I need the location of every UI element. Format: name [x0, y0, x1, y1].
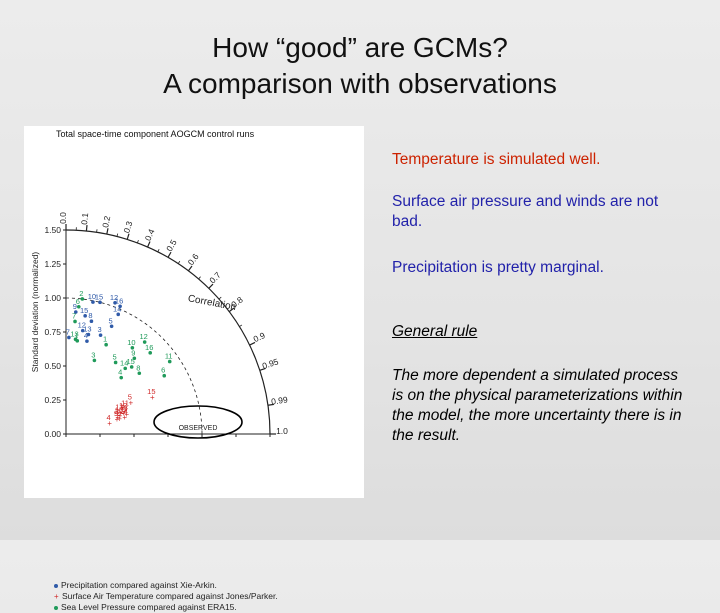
- data-label-slp: 9: [131, 348, 135, 357]
- data-label-slp: 1: [103, 335, 107, 344]
- note-pressure: Surface air pressure and winds are not b…: [392, 192, 672, 232]
- data-label-precip: 3: [97, 325, 101, 334]
- data-label-slp: 3: [91, 350, 95, 359]
- corr-tick-label: 0.5: [164, 238, 179, 253]
- data-label-slp: 6: [161, 366, 165, 375]
- y-tick-label: 1.50: [44, 225, 61, 235]
- corr-tick-label: 0.3: [121, 220, 134, 235]
- y-tick-label: 1.00: [44, 293, 61, 303]
- data-label-slp: 4: [118, 368, 122, 377]
- observed-label: OBSERVED: [179, 425, 218, 432]
- data-label-slp: 6: [76, 297, 80, 306]
- data-label-slp: 5: [113, 352, 117, 361]
- corr-tick-label: 0.99: [271, 394, 289, 406]
- corr-minor-tick: [199, 277, 201, 279]
- corr-minor-tick: [137, 240, 138, 243]
- data-label-precip: 4: [84, 331, 88, 340]
- data-label-temp: 4: [106, 413, 110, 422]
- legend-marker-slp: [54, 606, 58, 610]
- data-label-slp: 7: [72, 311, 76, 320]
- data-label-precip: 8: [88, 311, 92, 320]
- data-label-slp: 11: [165, 352, 173, 361]
- legend-item-slp: Sea Level Pressure compared against ERA1…: [54, 602, 384, 613]
- y-tick-label: 0.25: [44, 395, 61, 405]
- taylor-diagram: Total space-time component AOGCM control…: [24, 126, 364, 456]
- data-label-slp: 10: [127, 338, 135, 347]
- data-label-slp: 12: [140, 332, 148, 341]
- note-rule-heading: General rule: [392, 322, 477, 342]
- data-label-precip: 5: [109, 316, 113, 325]
- corr-tick-label: 0.2: [100, 215, 112, 229]
- y-tick-label: 0.50: [44, 361, 61, 371]
- data-label-slp: 16: [145, 343, 153, 352]
- legend-label-temp: Surface Air Temperature compared against…: [62, 591, 278, 601]
- chart-title: Total space-time component AOGCM control…: [56, 129, 255, 139]
- title-line-1: How “good” are GCMs?: [0, 30, 720, 66]
- legend-item-precip: Precipitation compared against Xie-Arkin…: [54, 580, 384, 591]
- slide-title: How “good” are GCMs? A comparison with o…: [0, 30, 720, 102]
- data-label-precip: 15: [95, 292, 103, 301]
- note-rule-body: The more dependent a simulated process i…: [392, 366, 692, 446]
- data-label-temp: 7: [124, 404, 128, 413]
- legend-label-slp: Sea Level Pressure compared against ERA1…: [61, 602, 237, 612]
- note-precipitation: Precipitation is pretty marginal.: [392, 258, 604, 278]
- data-label-precip: 14: [113, 304, 121, 313]
- data-label-slp: 1: [74, 331, 78, 340]
- observed-ellipse: [154, 406, 242, 438]
- corr-tick-label: 0.9: [252, 330, 267, 344]
- taylor-diagram-figure: Total space-time component AOGCM control…: [24, 126, 364, 498]
- legend-marker-precip: [54, 584, 58, 588]
- data-label-slp: 14: [120, 358, 128, 367]
- corr-tick-label: 0.6: [186, 251, 201, 267]
- y-axis-label: Standard deviation (normalized): [30, 252, 40, 373]
- corr-minor-tick: [158, 249, 159, 252]
- corr-tick-label: 1.0: [276, 426, 288, 436]
- y-tick-label: 0.75: [44, 327, 61, 337]
- legend-label-precip: Precipitation compared against Xie-Arkin…: [61, 580, 217, 590]
- corr-tick-label: 0.4: [143, 227, 157, 242]
- corr-tick-mark: [148, 242, 150, 247]
- y-tick-label: 0.00: [44, 429, 61, 439]
- data-label-precip: 15: [80, 306, 88, 315]
- arc-label: Correlation: [187, 293, 237, 313]
- legend-item-temp: +Surface Air Temperature compared agains…: [54, 591, 384, 602]
- data-label-temp: 9: [114, 409, 118, 418]
- corr-tick-label: 0.1: [79, 212, 90, 225]
- y-tick-label: 1.25: [44, 259, 61, 269]
- corr-minor-tick: [239, 325, 242, 327]
- corr-tick-label: 0.7: [207, 270, 223, 286]
- data-label-slp: 8: [136, 363, 140, 372]
- corr-tick-label: 0.95: [261, 356, 280, 371]
- data-label-temp: 15: [147, 387, 155, 396]
- corr-tick-label: 0.0: [58, 212, 68, 224]
- title-line-2: A comparison with observations: [0, 66, 720, 102]
- data-label-precip: 7: [66, 327, 70, 336]
- chart-legend: Precipitation compared against Xie-Arkin…: [54, 580, 384, 613]
- corr-minor-tick: [178, 261, 180, 264]
- note-temperature: Temperature is simulated well.: [392, 150, 600, 170]
- reference-arc: [66, 298, 202, 434]
- legend-marker-temp: +: [54, 591, 60, 602]
